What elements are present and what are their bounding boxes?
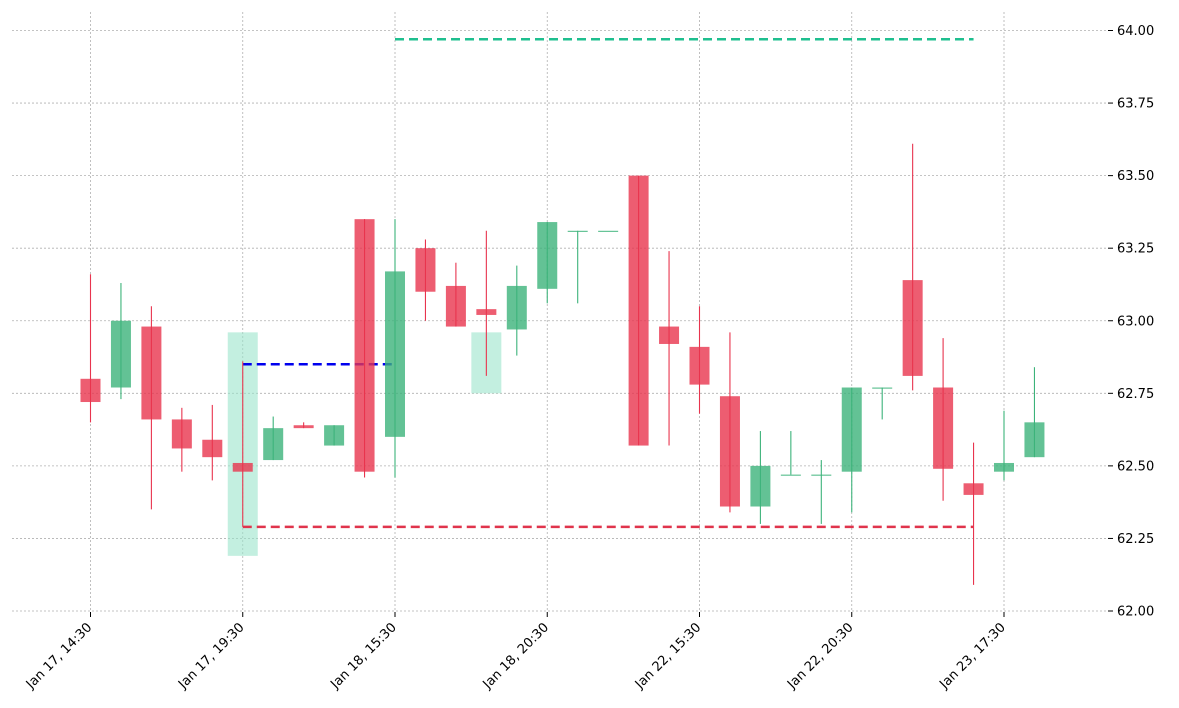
candles (80, 143, 1045, 585)
candle-body-up (537, 222, 558, 289)
candle-body-down (659, 326, 680, 344)
candle-body-up (263, 428, 284, 461)
candle-body-down (415, 248, 436, 292)
candle-body-up (780, 474, 801, 476)
candle-body-down (476, 309, 497, 315)
candle-body-down (445, 285, 466, 327)
candle-body-down (963, 483, 984, 495)
candle-body-up (110, 320, 131, 388)
y-axis: 62.00 62.25 62.50 62.75 63.00 63.25 63.50 63.75… (1108, 24, 1154, 620)
y-tick-label: 64.00 (1117, 24, 1154, 39)
y-tick-label: 62.25 (1117, 532, 1154, 547)
candle-body-down (293, 425, 314, 429)
candle-body-down (171, 419, 192, 449)
candle-body-down (902, 280, 923, 376)
y-tick-label: 62.50 (1117, 459, 1154, 474)
candle-body-down (232, 462, 253, 472)
y-tick-label: 63.25 (1117, 242, 1154, 257)
candle-body-up (385, 271, 405, 437)
y-tick-label: 63.00 (1117, 314, 1154, 329)
candle-body-up (811, 474, 832, 476)
candle-body-down (628, 175, 649, 446)
candle-body-up (841, 387, 862, 472)
candle-body-down (141, 326, 162, 420)
candle-body-up (567, 230, 588, 232)
candle-body-down (354, 219, 375, 472)
candle-body-up (598, 230, 619, 232)
candle-body-up (1024, 422, 1045, 458)
y-tick-label: 63.75 (1117, 97, 1154, 112)
x-tick-label: Jan 22, 20:30 (784, 620, 856, 692)
x-tick-label: Jan 18, 20:30 (480, 620, 552, 692)
x-tick-label: Jan 23, 17:30 (936, 620, 1008, 692)
candle-body-down (80, 378, 101, 403)
x-tick-label: Jan 18, 15:30 (327, 620, 399, 692)
candle-body-up (750, 465, 771, 507)
candle-body-down (689, 346, 710, 385)
y-tick-label: 62.75 (1117, 387, 1154, 402)
candle-body-up (506, 285, 527, 330)
level-lines (242, 37, 974, 529)
x-axis: Jan 17, 14:30 Jan 17, 19:30 Jan 18, 15:30 J… (23, 612, 1009, 693)
y-tick-label: 63.50 (1117, 169, 1154, 184)
x-tick-label: Jan 17, 14:30 (23, 620, 95, 692)
y-tick-label: 62.00 (1117, 605, 1154, 620)
candle-body-down (719, 396, 740, 507)
candle-body-down (202, 439, 223, 458)
grid-lines (12, 12, 1108, 612)
x-tick-label: Jan 17, 19:30 (175, 620, 247, 692)
candle-body-up (324, 425, 345, 446)
candle-body-up (872, 387, 893, 389)
x-tick-label: Jan 22, 15:30 (632, 620, 704, 692)
candle-body-up (994, 462, 1014, 472)
candle-body-down (933, 387, 954, 469)
